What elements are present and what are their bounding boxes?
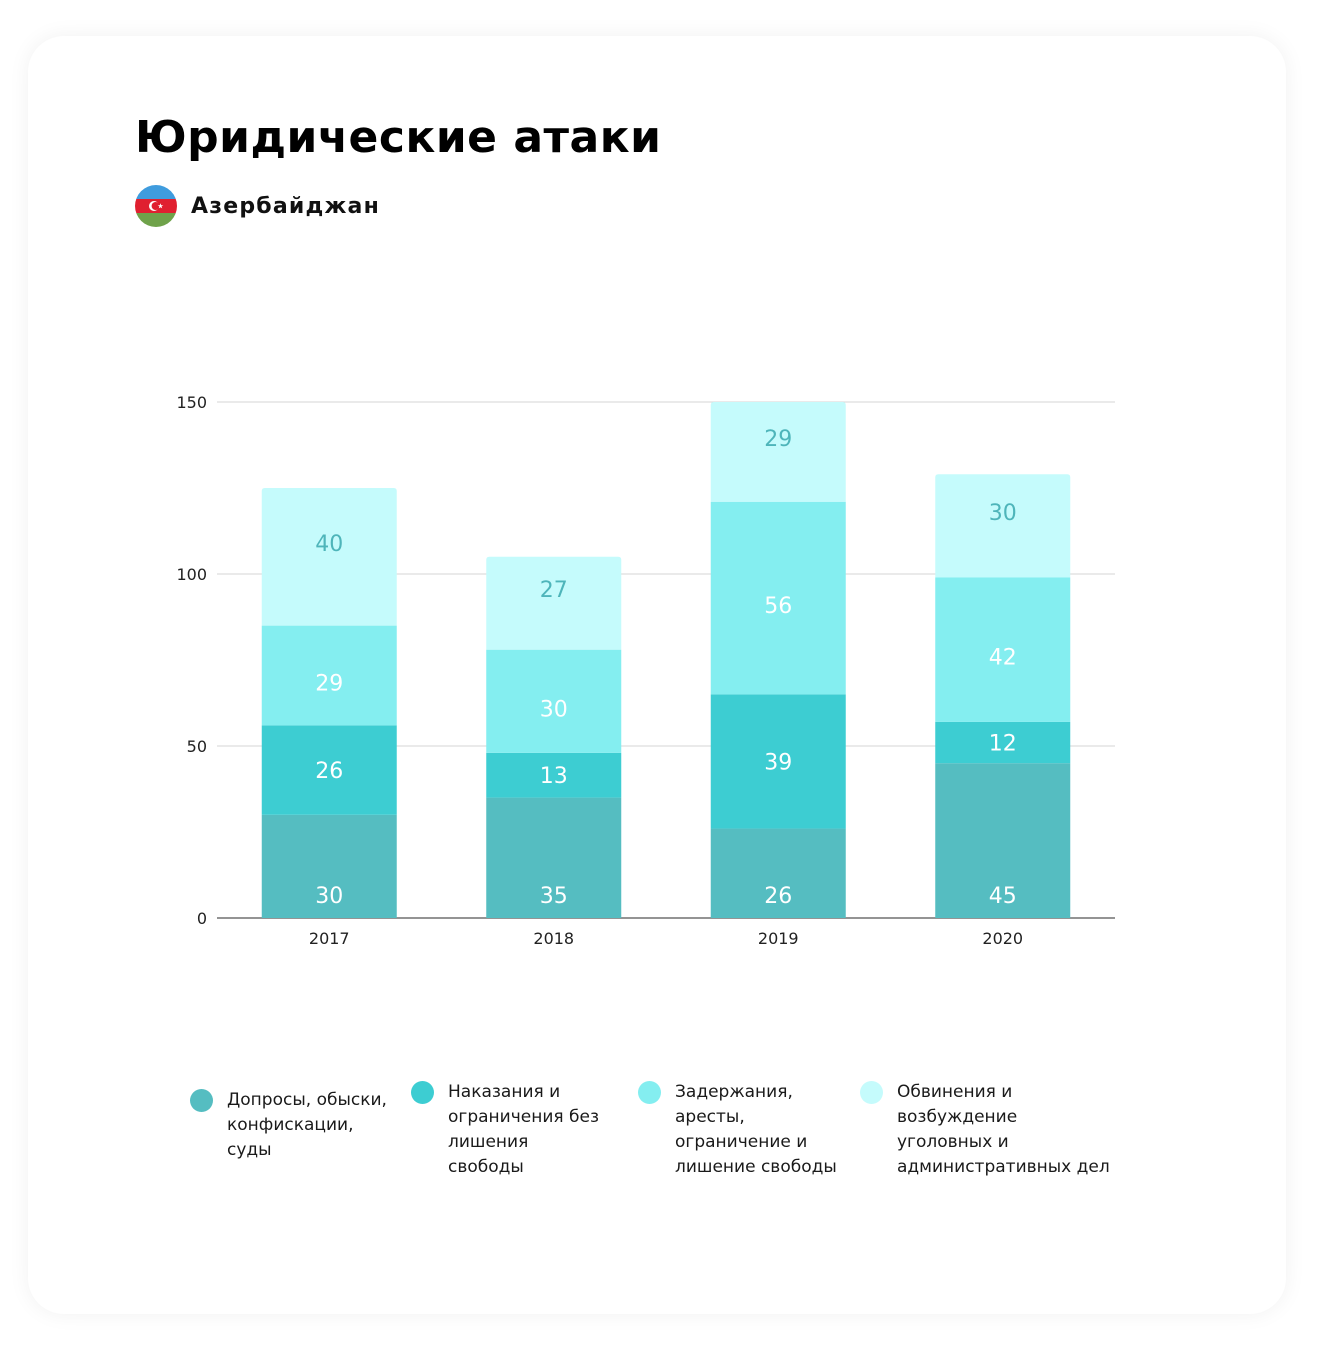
bar-segment [261, 488, 397, 626]
y-tick-label: 100 [176, 565, 207, 584]
legend-label-line: Допросы, обыски, [227, 1090, 387, 1110]
legend-item: Обвинения и возбуждение уголовных и админис… [860, 1080, 1110, 1180]
bar-segment [935, 577, 1071, 722]
legend-label-line: лишения [448, 1132, 529, 1152]
bar-segment [935, 474, 1071, 578]
bar-value-label: 26 [764, 884, 792, 909]
legend-swatch [411, 1081, 434, 1104]
legend-swatch [638, 1081, 661, 1104]
legend-label-line: ограничения без [448, 1107, 599, 1127]
legend-label: Допросы, обыски, конфискации, суды [227, 1088, 387, 1163]
bar-segment [710, 402, 846, 502]
legend-label-line: административных дел [897, 1157, 1110, 1177]
bar-segment [486, 797, 622, 918]
legend-label-line: возбуждение [897, 1107, 1018, 1127]
legend-label-line: ограничение и [675, 1132, 808, 1152]
bar-segment [935, 763, 1071, 918]
x-tick-label: 2017 [309, 929, 350, 948]
x-tick-label: 2019 [758, 929, 799, 948]
x-tick-label: 2018 [533, 929, 574, 948]
legend-label-line: аресты, [675, 1107, 745, 1127]
bar-value-label: 30 [540, 697, 568, 722]
legend-label-line: уголовных и [897, 1132, 1009, 1152]
bar-value-label: 40 [315, 532, 343, 557]
bar-segment [261, 725, 397, 815]
bar-segment [486, 649, 622, 753]
legend-item: Задержания, аресты, ограничение и лишение с… [638, 1080, 837, 1180]
bar-value-label: 30 [989, 501, 1017, 526]
x-tick-label: 2020 [982, 929, 1023, 948]
bar-value-label: 26 [315, 759, 343, 784]
y-tick-label: 150 [176, 393, 207, 412]
bar-segment [710, 501, 846, 695]
bar-segment [261, 625, 397, 726]
y-tick-label: 50 [187, 737, 207, 756]
bar-value-label: 29 [764, 427, 792, 452]
bar-value-label: 12 [989, 732, 1017, 757]
legend-label-line: свободы [448, 1157, 524, 1177]
bar-value-label: 30 [315, 884, 343, 909]
legend-item: Допросы, обыски, конфискации, суды [190, 1088, 387, 1163]
legend-label: Задержания, аресты, ограничение и лишение с… [675, 1080, 837, 1180]
bar-segment [261, 814, 397, 918]
legend-label-line: Наказания и [448, 1082, 561, 1102]
bar-value-label: 35 [540, 884, 568, 909]
legend-label: Обвинения и возбуждение уголовных и админис… [897, 1080, 1110, 1180]
legend-label-line: Обвинения и [897, 1082, 1013, 1102]
chart-legend: Допросы, обыски, конфискации, суды Наказани… [0, 1080, 1323, 1200]
legend-item: Наказания и ограничения без лишения свободы [411, 1080, 599, 1180]
y-tick-label: 0 [197, 909, 207, 928]
bar-segment [935, 721, 1071, 764]
legend-label-line: лишение свободы [675, 1157, 837, 1177]
country-name: Азербайджан [191, 193, 381, 219]
bar-value-label: 39 [764, 750, 792, 775]
legend-label: Наказания и ограничения без лишения свободы [448, 1080, 599, 1180]
bar-value-label: 56 [764, 594, 792, 619]
bar-segment [486, 752, 622, 798]
stacked-bar-chart: 0 50 100 150 30 26 29 40 2017 35 13 30 27 2018 26 39 56 2… [176, 393, 1115, 948]
chart-title: Юридические атаки [135, 112, 662, 163]
azerbaijan-flag-icon [135, 185, 177, 227]
legend-swatch [190, 1089, 213, 1112]
legend-swatch [860, 1081, 883, 1104]
bar-value-label: 29 [315, 671, 343, 696]
bar-value-label: 13 [540, 764, 568, 789]
bar-segment [710, 694, 846, 829]
legend-label-line: Задержания, [675, 1082, 793, 1102]
legend-label-line: суды [227, 1140, 272, 1160]
bar-segment [710, 828, 846, 918]
bar-value-label: 42 [989, 646, 1017, 671]
legend-label-line: конфискации, [227, 1115, 354, 1135]
bar-value-label: 27 [540, 578, 568, 603]
bar-segment [486, 556, 622, 650]
country-header: Азербайджан [135, 185, 380, 227]
bar-value-label: 45 [989, 884, 1017, 909]
